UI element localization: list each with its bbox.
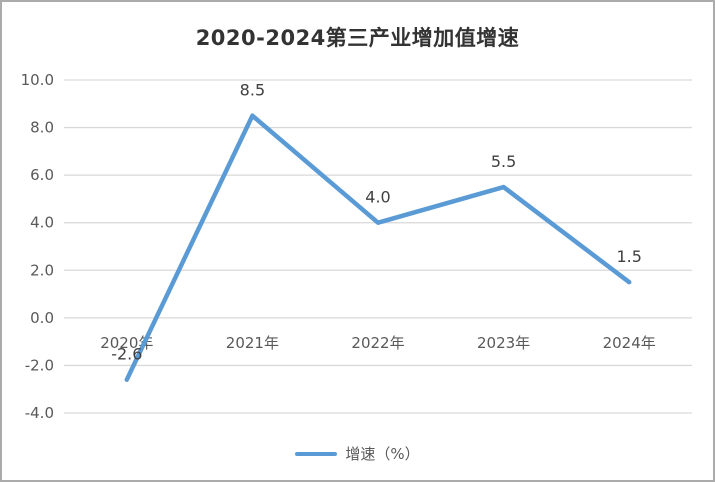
y-axis-tick-label: 10.0 bbox=[21, 71, 54, 89]
y-axis-tick-label: 8.0 bbox=[30, 119, 54, 137]
y-axis-tick-label: 2.0 bbox=[30, 261, 54, 279]
x-axis-tick-label: 2021年 bbox=[226, 334, 279, 352]
series-line[interactable] bbox=[124, 113, 632, 382]
data-label: -2.6 bbox=[111, 345, 142, 364]
y-axis-tick-label: -2.0 bbox=[25, 356, 54, 374]
x-axis-tick-label: 2022年 bbox=[351, 334, 404, 352]
data-label: 1.5 bbox=[616, 247, 641, 266]
x-axis-tick-label: 2024年 bbox=[603, 334, 656, 352]
y-axis-tick-label: 6.0 bbox=[30, 166, 54, 184]
legend-label: 增速（%） bbox=[345, 445, 420, 463]
y-axis-tick-label: 4.0 bbox=[30, 214, 54, 232]
data-label: 4.0 bbox=[365, 188, 390, 207]
data-label: 5.5 bbox=[491, 152, 516, 171]
chart-title: 2020-2024第三产业增加值增速 bbox=[195, 26, 520, 50]
y-axis-tick-label: -4.0 bbox=[25, 404, 54, 422]
data-label: 8.5 bbox=[240, 81, 265, 100]
x-axis-tick-label: 2023年 bbox=[477, 334, 530, 352]
legend-line-marker bbox=[295, 451, 338, 456]
legend: 增速（%） bbox=[2, 443, 713, 464]
y-axis-tick-label: 0.0 bbox=[30, 309, 54, 327]
